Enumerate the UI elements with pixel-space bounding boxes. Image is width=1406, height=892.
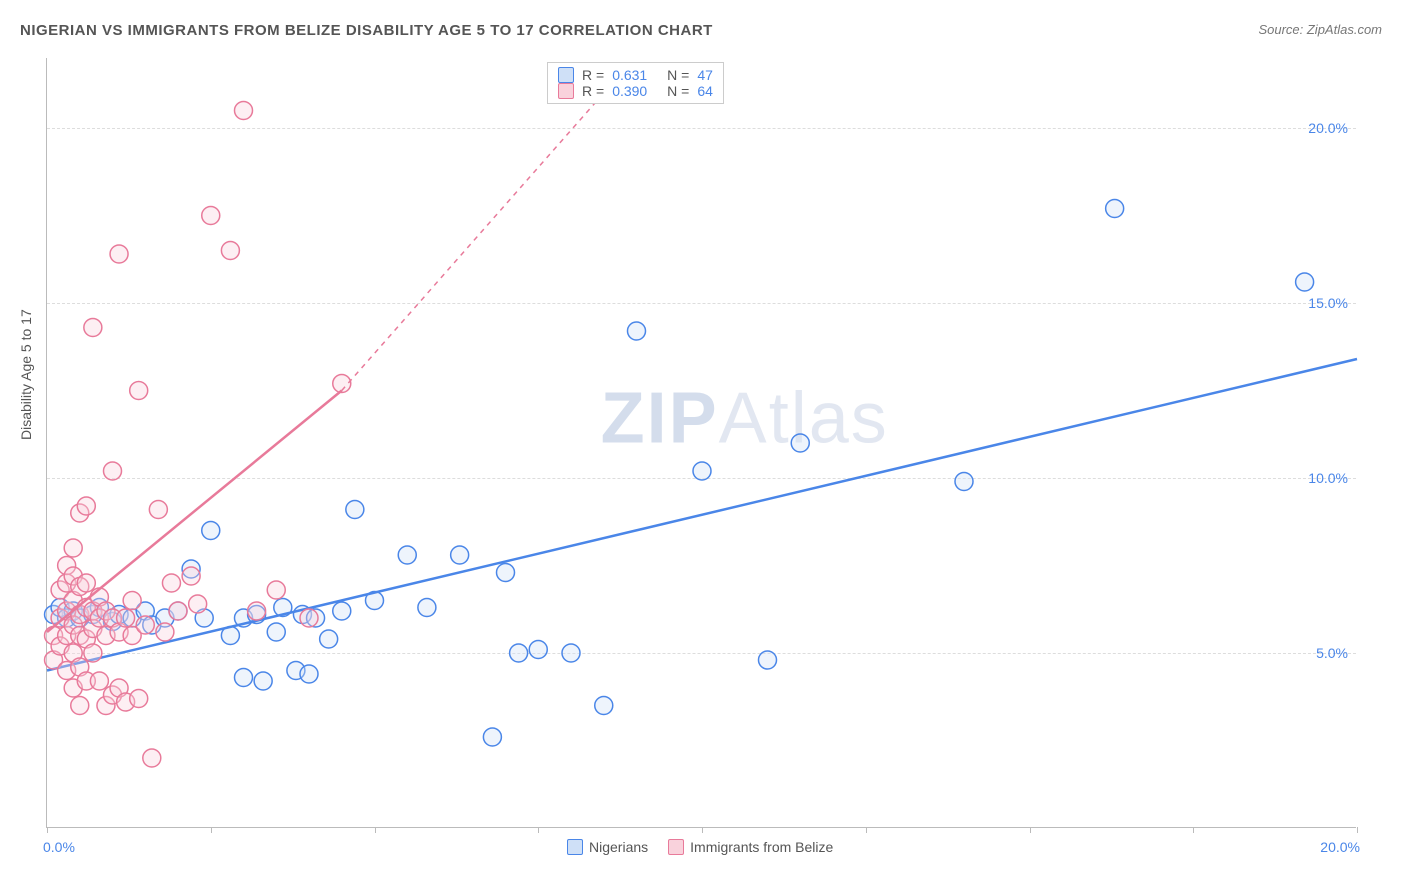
data-point xyxy=(130,382,148,400)
x-tick xyxy=(1193,827,1194,833)
data-point xyxy=(90,672,108,690)
data-point xyxy=(320,630,338,648)
data-point xyxy=(693,462,711,480)
legend-label: Nigerians xyxy=(589,839,648,855)
x-tick xyxy=(1030,827,1031,833)
swatch-blue xyxy=(567,839,583,855)
data-point xyxy=(117,609,135,627)
data-point xyxy=(123,592,141,610)
trend-line-dashed xyxy=(342,93,604,391)
data-point xyxy=(595,697,613,715)
data-point xyxy=(136,616,154,634)
chart-title: NIGERIAN VS IMMIGRANTS FROM BELIZE DISAB… xyxy=(20,22,713,39)
series-legend: Nigerians Immigrants from Belize xyxy=(567,839,833,855)
legend-row-blue: R = 0.631 N = 47 xyxy=(558,67,713,83)
data-point xyxy=(955,473,973,491)
plot-area: ZIPAtlas R = 0.631 N = 47 R = 0.390 N = … xyxy=(46,58,1356,828)
x-tick xyxy=(1357,827,1358,833)
data-point xyxy=(202,207,220,225)
n-value: 64 xyxy=(697,83,713,99)
data-point xyxy=(418,599,436,617)
legend-item-nigerians: Nigerians xyxy=(567,839,648,855)
r-value: 0.390 xyxy=(612,83,647,99)
data-point xyxy=(300,609,318,627)
swatch-blue xyxy=(558,67,574,83)
data-point xyxy=(628,322,646,340)
data-point xyxy=(300,665,318,683)
data-point xyxy=(77,574,95,592)
data-point xyxy=(169,602,187,620)
x-tick xyxy=(375,827,376,833)
data-point xyxy=(562,644,580,662)
data-point xyxy=(267,581,285,599)
data-point xyxy=(398,546,416,564)
r-label: R = xyxy=(582,83,604,99)
data-point xyxy=(221,242,239,260)
data-point xyxy=(104,462,122,480)
data-point xyxy=(156,623,174,641)
data-point xyxy=(130,690,148,708)
n-value: 47 xyxy=(697,67,713,83)
legend-item-belize: Immigrants from Belize xyxy=(668,839,833,855)
data-point xyxy=(483,728,501,746)
r-label: R = xyxy=(582,67,604,83)
data-point xyxy=(248,602,266,620)
data-point xyxy=(235,669,253,687)
legend-row-pink: R = 0.390 N = 64 xyxy=(558,83,713,99)
data-point xyxy=(149,501,167,519)
data-point xyxy=(791,434,809,452)
data-point xyxy=(1296,273,1314,291)
x-tick xyxy=(47,827,48,833)
r-value: 0.631 xyxy=(612,67,647,83)
data-point xyxy=(71,697,89,715)
x-tick-label: 0.0% xyxy=(43,839,75,855)
x-tick xyxy=(702,827,703,833)
data-point xyxy=(182,567,200,585)
data-point xyxy=(84,644,102,662)
data-point xyxy=(333,602,351,620)
data-point xyxy=(162,574,180,592)
data-point xyxy=(267,623,285,641)
data-point xyxy=(510,644,528,662)
data-point xyxy=(497,564,515,582)
data-point xyxy=(254,672,272,690)
data-point xyxy=(451,546,469,564)
data-point xyxy=(202,522,220,540)
source-attribution: Source: ZipAtlas.com xyxy=(1258,22,1382,37)
x-tick xyxy=(211,827,212,833)
data-point xyxy=(64,539,82,557)
x-tick xyxy=(866,827,867,833)
data-point xyxy=(110,245,128,263)
data-point xyxy=(77,497,95,515)
data-point xyxy=(759,651,777,669)
trend-line xyxy=(47,359,1357,671)
data-point xyxy=(529,641,547,659)
scatter-svg xyxy=(47,58,1356,827)
data-point xyxy=(143,749,161,767)
x-tick xyxy=(538,827,539,833)
data-point xyxy=(346,501,364,519)
n-label: N = xyxy=(667,83,689,99)
data-point xyxy=(235,102,253,120)
x-tick-label: 20.0% xyxy=(1320,839,1360,855)
n-label: N = xyxy=(667,67,689,83)
data-point xyxy=(189,595,207,613)
y-axis-label: Disability Age 5 to 17 xyxy=(18,309,34,440)
swatch-pink xyxy=(558,83,574,99)
legend-label: Immigrants from Belize xyxy=(690,839,833,855)
data-point xyxy=(1106,200,1124,218)
swatch-pink xyxy=(668,839,684,855)
correlation-legend: R = 0.631 N = 47 R = 0.390 N = 64 xyxy=(547,62,724,104)
data-point xyxy=(84,319,102,337)
